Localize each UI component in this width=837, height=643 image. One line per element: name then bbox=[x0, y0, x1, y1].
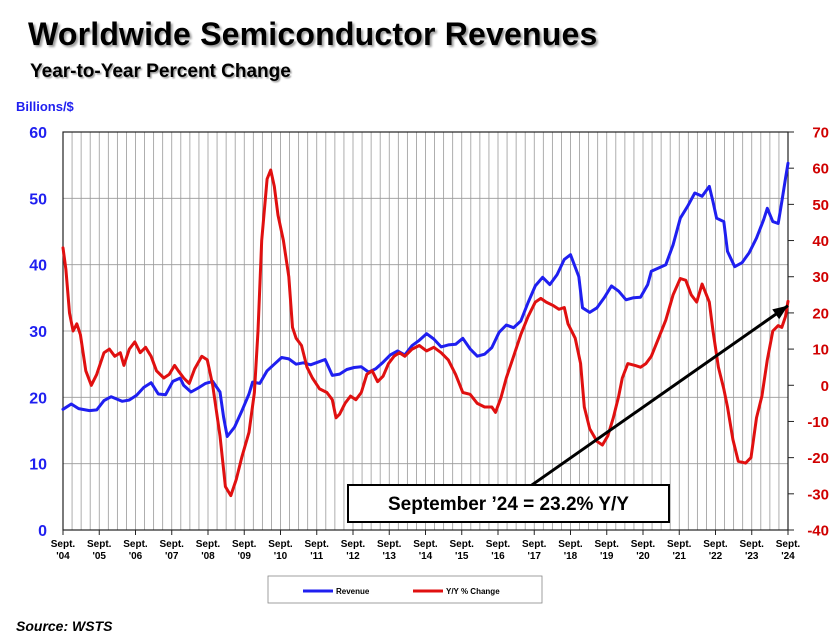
y-right-tick-label: 60 bbox=[812, 161, 829, 178]
series-lines bbox=[61, 161, 790, 498]
y-right-tick-label: -10 bbox=[807, 414, 829, 431]
y-right-tick-label: 0 bbox=[821, 378, 829, 395]
x-tick-label-line2: '04 bbox=[56, 551, 70, 562]
y-left-tick-label: 50 bbox=[29, 191, 47, 208]
x-tick-label-line2: '07 bbox=[165, 551, 179, 562]
chart-subtitle: Year-to-Year Percent Change bbox=[30, 61, 291, 82]
x-tick-label-line1: Sept. bbox=[522, 539, 547, 550]
y-left-tick-label: 20 bbox=[29, 390, 47, 407]
annotation-arrow-head bbox=[772, 305, 788, 320]
y-left-tick-label: 0 bbox=[38, 523, 47, 540]
y-right-tick-label: -20 bbox=[807, 450, 829, 467]
grid-lines bbox=[62, 131, 789, 531]
x-tick-label-line2: '17 bbox=[527, 551, 541, 562]
x-tick-label-line1: Sept. bbox=[776, 539, 801, 550]
x-tick-label-line2: '19 bbox=[600, 551, 614, 562]
source-note: Source: WSTS bbox=[16, 618, 113, 634]
y-right-tick-label: 40 bbox=[812, 233, 829, 250]
y-left-axis-label: Billions/$ bbox=[16, 99, 74, 114]
x-tick-label-line1: Sept. bbox=[377, 539, 402, 550]
y-right-tick-label: -30 bbox=[807, 486, 829, 503]
yoy-change-line bbox=[61, 168, 790, 498]
x-tick-label-line2: '15 bbox=[455, 551, 469, 562]
x-tick-label-line1: Sept. bbox=[196, 539, 221, 550]
y-right-tick-label: 50 bbox=[812, 197, 829, 214]
y-left-ticks: 0 10 20 30 40 50 60 bbox=[29, 125, 47, 540]
x-tick-label-line1: Sept. bbox=[87, 539, 112, 550]
y-right-ticks: -40 -30 -20 -10 0 10 20 30 40 50 60 70 bbox=[788, 125, 829, 540]
x-tick-label-line1: Sept. bbox=[232, 539, 257, 550]
x-tick-label-line2: '10 bbox=[274, 551, 288, 562]
annotation: September ’24 = 23.2% Y/Y bbox=[347, 304, 789, 523]
x-tick-label-line1: Sept. bbox=[667, 539, 692, 550]
y-left-tick-label: 60 bbox=[29, 125, 47, 142]
annotation-box bbox=[347, 484, 670, 523]
x-tick-label-line2: '11 bbox=[310, 551, 323, 562]
y-right-tick-label: 20 bbox=[812, 305, 829, 322]
x-tick-label-line2: '18 bbox=[564, 551, 578, 562]
x-tick-label-line1: Sept. bbox=[413, 539, 438, 550]
x-tick-label-line2: '16 bbox=[491, 551, 505, 562]
x-tick-label-line1: Sept. bbox=[268, 539, 293, 550]
x-tick-label-line2: '14 bbox=[419, 551, 433, 562]
annotation-arrow-line bbox=[523, 304, 789, 492]
x-tick-label-line1: Sept. bbox=[450, 539, 475, 550]
x-tick-label-line2: '20 bbox=[636, 551, 650, 562]
x-tick-label-line2: '05 bbox=[92, 551, 106, 562]
legend-label-yoy: Y/Y % Change bbox=[446, 587, 500, 596]
x-tick-label-line1: Sept. bbox=[703, 539, 728, 550]
y-right-tick-label: -40 bbox=[807, 523, 829, 540]
legend: Revenue Y/Y % Change bbox=[267, 575, 543, 604]
x-tick-label-line2: '23 bbox=[745, 551, 759, 562]
y-left-tick-label: 40 bbox=[29, 258, 47, 275]
x-ticks: Sept.'04Sept.'05Sept.'06Sept.'07Sept.'08… bbox=[51, 530, 801, 562]
annotation-text: September ’24 = 23.2% Y/Y bbox=[388, 494, 629, 515]
y-right-tick-label: 70 bbox=[812, 125, 829, 142]
x-tick-label-line1: Sept. bbox=[341, 539, 366, 550]
legend-label-revenue: Revenue bbox=[336, 587, 370, 596]
x-tick-label-line1: Sept. bbox=[51, 539, 76, 550]
x-tick-label-line1: Sept. bbox=[631, 539, 656, 550]
x-tick-label-line1: Sept. bbox=[740, 539, 765, 550]
x-tick-label-line2: '08 bbox=[201, 551, 215, 562]
x-tick-label-line1: Sept. bbox=[486, 539, 511, 550]
x-tick-label-line2: '06 bbox=[129, 551, 143, 562]
y-left-tick-label: 30 bbox=[29, 324, 47, 341]
x-tick-label-line2: '22 bbox=[709, 551, 723, 562]
y-right-tick-label: 30 bbox=[812, 269, 829, 286]
x-tick-label-line1: Sept. bbox=[558, 539, 583, 550]
x-tick-label-line2: '09 bbox=[237, 551, 251, 562]
x-tick-label-line2: '21 bbox=[672, 551, 686, 562]
x-tick-label-line2: '13 bbox=[382, 551, 396, 562]
x-tick-label-line2: '24 bbox=[781, 551, 795, 562]
revenue-line bbox=[61, 161, 790, 438]
x-tick-label-line1: Sept. bbox=[123, 539, 148, 550]
chart-title: Worldwide Semiconductor Revenues bbox=[28, 16, 598, 52]
y-left-tick-label: 10 bbox=[29, 457, 47, 474]
x-tick-label-line1: Sept. bbox=[595, 539, 620, 550]
x-tick-label-line1: Sept. bbox=[160, 539, 185, 550]
y-right-tick-label: 10 bbox=[812, 342, 829, 359]
x-tick-label-line2: '12 bbox=[346, 551, 360, 562]
x-tick-label-line1: Sept. bbox=[305, 539, 330, 550]
